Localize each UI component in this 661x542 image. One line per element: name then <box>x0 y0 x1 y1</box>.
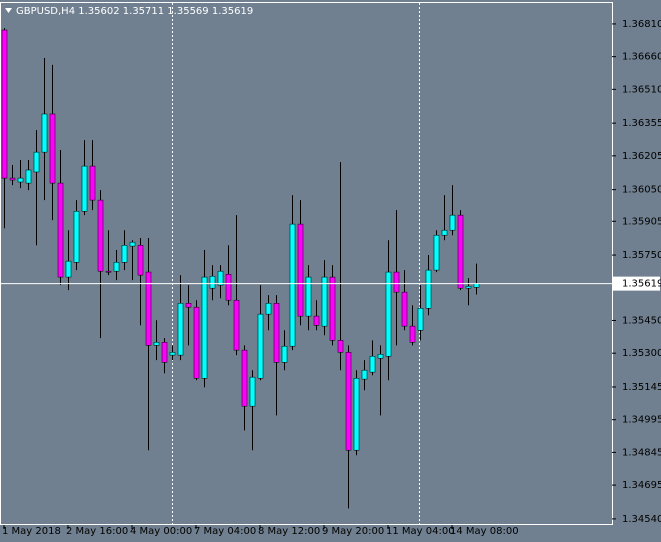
candle-body <box>425 269 432 309</box>
candle-body <box>129 241 136 247</box>
candle-body <box>393 271 400 293</box>
candle-body <box>465 285 472 289</box>
current-price-box <box>613 276 660 291</box>
candle-body <box>113 262 120 272</box>
y-tick-label: 1.36205 <box>622 151 661 162</box>
y-tick-label: 1.35450 <box>622 315 661 326</box>
candle-body <box>281 345 288 363</box>
x-tick-label: 14 May 08:00 <box>450 526 519 537</box>
candle-body <box>217 270 224 286</box>
candle-body <box>417 308 424 331</box>
current-price-label: 1.35619 <box>622 279 661 290</box>
candle-body <box>193 306 200 379</box>
candle-body <box>57 182 64 278</box>
candle-body <box>137 244 144 276</box>
x-tick-label: 9 May 20:00 <box>322 526 384 537</box>
y-tick-label: 1.36510 <box>622 84 661 95</box>
y-tick-label: 1.34845 <box>622 447 661 458</box>
y-tick-label: 1.34540 <box>622 514 661 525</box>
x-tick-label: 2 May 16:00 <box>66 526 128 537</box>
y-tick-label: 1.36660 <box>622 52 661 63</box>
candle-body <box>433 234 440 271</box>
candle-body <box>457 214 464 289</box>
candle-body <box>241 349 248 407</box>
candle-body <box>449 214 456 231</box>
candle-body <box>345 352 352 451</box>
candle-body <box>33 151 40 173</box>
candle-body <box>177 302 184 356</box>
y-tick-label: 1.36050 <box>622 185 661 196</box>
candle-body <box>409 325 416 343</box>
candle-body <box>401 291 408 327</box>
candle-body <box>353 378 360 451</box>
candle-body <box>225 273 232 301</box>
candle-body <box>153 342 160 346</box>
y-tick-label: 1.34695 <box>622 480 661 491</box>
y-tick-label: 1.35905 <box>622 216 661 227</box>
candle-body <box>161 342 168 363</box>
candle-body <box>233 299 240 351</box>
candle-body <box>169 352 176 356</box>
candle-body <box>273 302 280 363</box>
candle-body <box>73 210 80 263</box>
candle-body <box>81 165 88 212</box>
candle-body <box>321 276 328 327</box>
candle-body <box>369 355 376 373</box>
y-tick-label: 1.34995 <box>622 415 661 426</box>
x-tick-label: 11 May 04:00 <box>386 526 455 537</box>
candle-body <box>377 354 384 359</box>
candle-body <box>473 283 480 288</box>
y-tick-label: 1.35300 <box>622 348 661 359</box>
x-tick-label: 8 May 12:00 <box>258 526 320 537</box>
y-tick-label: 1.36355 <box>622 118 661 129</box>
candle-body <box>105 270 112 273</box>
candle-body <box>385 271 392 357</box>
candle-body <box>65 260 72 278</box>
x-tick-label: 7 May 04:00 <box>194 526 256 537</box>
candle-body <box>1 29 8 179</box>
candle-body <box>9 177 16 181</box>
candle-body <box>337 340 344 353</box>
y-tick-label: 1.35145 <box>622 382 661 393</box>
menu-triangle[interactable] <box>5 8 12 13</box>
candle-body <box>41 113 48 153</box>
candle-body <box>201 276 208 379</box>
candle-body <box>313 315 320 326</box>
x-tick-label: 1 May 2018 <box>2 526 61 537</box>
x-tick-label: 4 May 00:00 <box>130 526 192 537</box>
candle-body <box>329 276 336 341</box>
candle-body <box>257 313 264 379</box>
candle-body <box>249 376 256 407</box>
candle-body <box>209 275 216 289</box>
candle-body <box>265 302 272 315</box>
candle-body <box>185 302 192 308</box>
y-tick-label: 1.35750 <box>622 250 661 261</box>
candle-body <box>145 271 152 346</box>
candle-body <box>441 229 448 236</box>
candle-body <box>17 177 24 183</box>
candle-body <box>297 223 304 317</box>
y-tick-label: 1.36810 <box>622 19 661 30</box>
candle-body <box>361 369 368 380</box>
candle-body <box>121 244 128 263</box>
candle-body <box>49 113 56 184</box>
candle-body <box>97 199 104 272</box>
candle-body <box>305 276 312 317</box>
candle-body <box>289 223 296 347</box>
candle-body <box>25 169 32 184</box>
candle-body <box>89 165 96 201</box>
plot-frame <box>0 2 613 525</box>
chart-title: GBPUSD,H4 1.35602 1.35711 1.35569 1.3561… <box>16 6 253 17</box>
